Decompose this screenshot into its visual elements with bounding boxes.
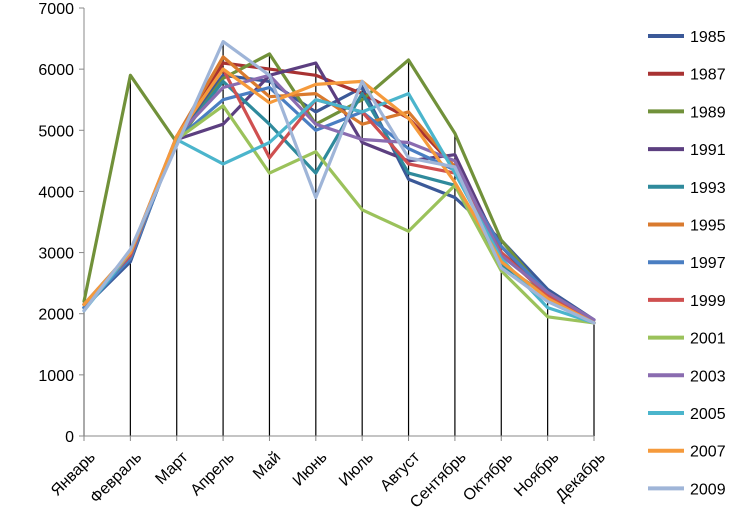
legend-label-2005: 2005 [690,406,726,423]
y-tick-label: 0 [65,429,74,446]
legend-label-1999: 1999 [690,293,726,310]
legend-label-2009: 2009 [690,481,726,498]
x-tick-label: Июль [336,449,377,490]
x-tick-label: Октябрь [460,449,516,505]
y-tick-label: 1000 [38,368,74,385]
y-axis: 0 1000 2000 3000 4000 5000 6000 7000 [38,1,85,446]
series-line-2009 [82,39,596,325]
series-line-1995 [82,55,596,325]
series-line-2007 [82,67,596,325]
legend-label-2007: 2007 [690,444,726,461]
x-tick-label: Февраль [87,449,145,507]
x-tick-label: Май [250,449,284,483]
y-tick-label: 4000 [38,184,74,201]
y-tick-label: 3000 [38,246,74,263]
series-line-1989 [82,52,596,325]
series-lines [82,39,596,325]
legend-label-1985: 1985 [690,29,726,46]
x-tick-label: Апрель [188,449,238,499]
y-tick-label: 7000 [38,1,74,18]
legend-label-2001: 2001 [690,331,726,348]
legend-label-1991: 1991 [690,142,726,159]
legend-label-1995: 1995 [690,218,726,235]
y-tick-label: 6000 [38,62,74,79]
legend-label-2003: 2003 [690,368,726,385]
y-tick-label: 5000 [38,123,74,140]
legend-label-1989: 1989 [690,104,726,121]
x-tick-label: Июнь [290,449,331,490]
series-line-1991 [82,61,596,325]
legend: 1985 1987 1989 1991 1993 1995 1997 1999 2001 2003… [648,29,726,498]
x-tick-label: Март [152,448,192,488]
legend-label-1993: 1993 [690,180,726,197]
y-tick-label: 2000 [38,307,74,324]
x-tick-label: Август [377,448,424,495]
x-tick-label: Декабрь [553,449,609,505]
legend-label-1987: 1987 [690,67,726,84]
legend-label-1997: 1997 [690,255,726,272]
